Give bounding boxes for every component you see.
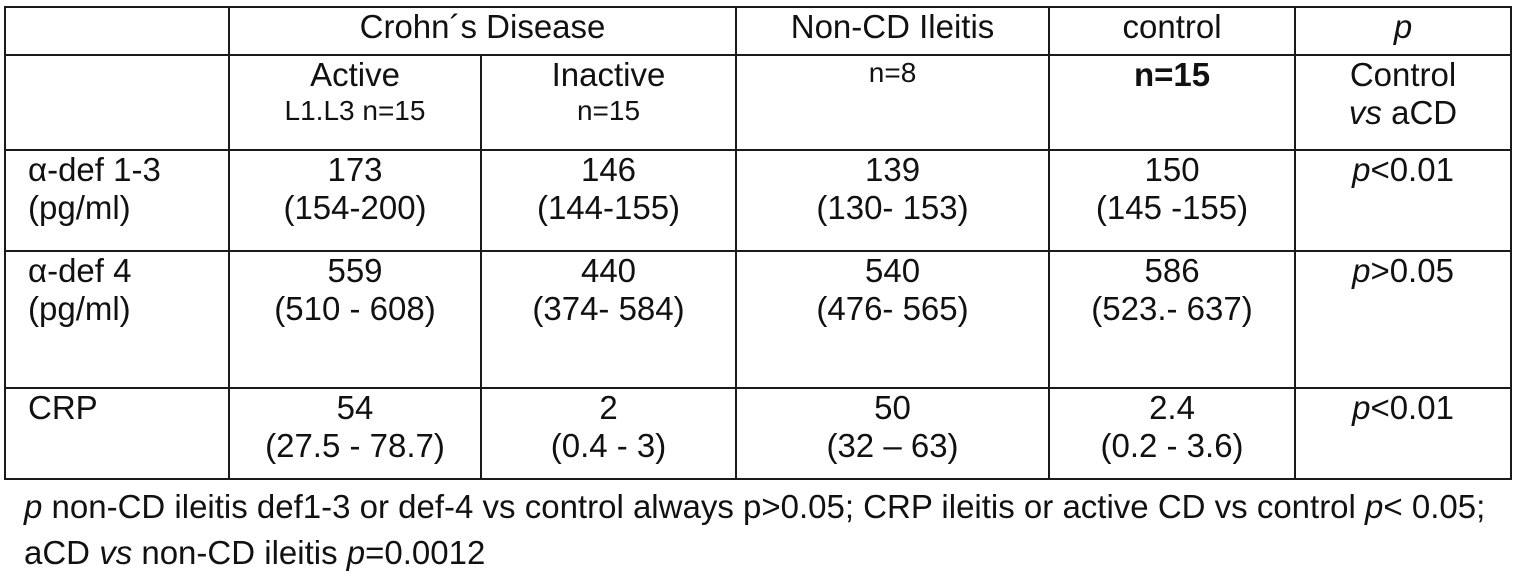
cell-def13-active: 173 (154-200) (228, 149, 482, 253)
subheader-inactive-cell: Inactive n=15 (479, 54, 738, 152)
cell-def4-inactive: 440 (374- 584) (479, 250, 738, 390)
subheader-active-n: L1.L3 n=15 (284, 95, 426, 127)
cell-crp-control: 2.4 (0.2 - 3.6) (1048, 387, 1297, 480)
subheader-inactive: Inactive (551, 56, 666, 94)
subheader-control-n: n=15 (1048, 54, 1297, 152)
cell-crp-inactive: 2 (0.4 - 3) (479, 387, 738, 480)
cell-crp-p: p<0.01 (1294, 387, 1513, 480)
cell-def13-control: 150 (145 -155) (1048, 149, 1297, 253)
table-row: CRP 54 (27.5 - 78.7) 2 (0.4 - 3) 50 (32 – 6… (4, 387, 1513, 480)
header-crohns: Crohn´s Disease (227, 5, 738, 57)
cell-crp-active: 54 (27.5 - 78.7) (228, 387, 482, 480)
cell-def4-p: p>0.05 (1294, 250, 1513, 390)
cell-crp-noncd: 50 (32 – 63) (735, 387, 1051, 480)
subheader-row: Active L1.L3 n=15 Inactive n=15 n=8 n=15… (4, 54, 1513, 152)
table-row: α-def 1-3 (pg/ml) 173 (154-200) 146 (144-1… (4, 149, 1513, 253)
footnote: p non-CD ileitis def1-3 or def-4 vs cont… (24, 488, 1486, 571)
subheader-p-line2: vs aCD (1348, 94, 1458, 132)
subheader-active: Active (310, 56, 400, 94)
subheader-active-cell: Active L1.L3 n=15 (228, 54, 482, 152)
cell-def13-p: p<0.01 (1294, 149, 1513, 253)
row-label-def4: α-def 4 (pg/ml) (4, 250, 230, 390)
header-noncd: Non-CD Ileitis (735, 5, 1051, 57)
header-control: control (1048, 5, 1297, 57)
header-empty-cell (4, 5, 230, 57)
subheader-noncd-n: n=8 (735, 54, 1051, 152)
cell-def4-active: 559 (510 - 608) (228, 250, 482, 390)
cell-def4-control: 586 (523.- 637) (1048, 250, 1297, 390)
cell-def13-inactive: 146 (144-155) (479, 149, 738, 253)
header-p: p (1294, 5, 1513, 57)
row-label-def13: α-def 1-3 (pg/ml) (4, 149, 230, 253)
row-label-crp: CRP (4, 387, 230, 480)
cell-def4-noncd: 540 (476- 565) (735, 250, 1051, 390)
table-row: α-def 4 (pg/ml) 559 (510 - 608) 440 (374- … (4, 250, 1513, 390)
subheader-inactive-n: n=15 (576, 95, 641, 127)
cell-def13-noncd: 139 (130- 153) (735, 149, 1051, 253)
header-row: Crohn´s Disease Non-CD Ileitis control p (4, 5, 1513, 57)
subheader-empty-cell (4, 54, 230, 152)
results-table: Crohn´s Disease Non-CD Ileitis control p… (4, 5, 1513, 480)
subheader-p-cell: Control vs aCD (1294, 54, 1513, 152)
subheader-p-line1: Control (1349, 56, 1457, 94)
